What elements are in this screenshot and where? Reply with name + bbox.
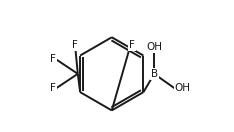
Text: B: B <box>151 69 158 79</box>
Text: OH: OH <box>146 43 162 53</box>
Text: F: F <box>50 83 56 93</box>
Text: OH: OH <box>175 83 190 93</box>
Text: F: F <box>50 55 56 64</box>
Text: F: F <box>129 40 135 50</box>
Text: F: F <box>72 40 77 50</box>
